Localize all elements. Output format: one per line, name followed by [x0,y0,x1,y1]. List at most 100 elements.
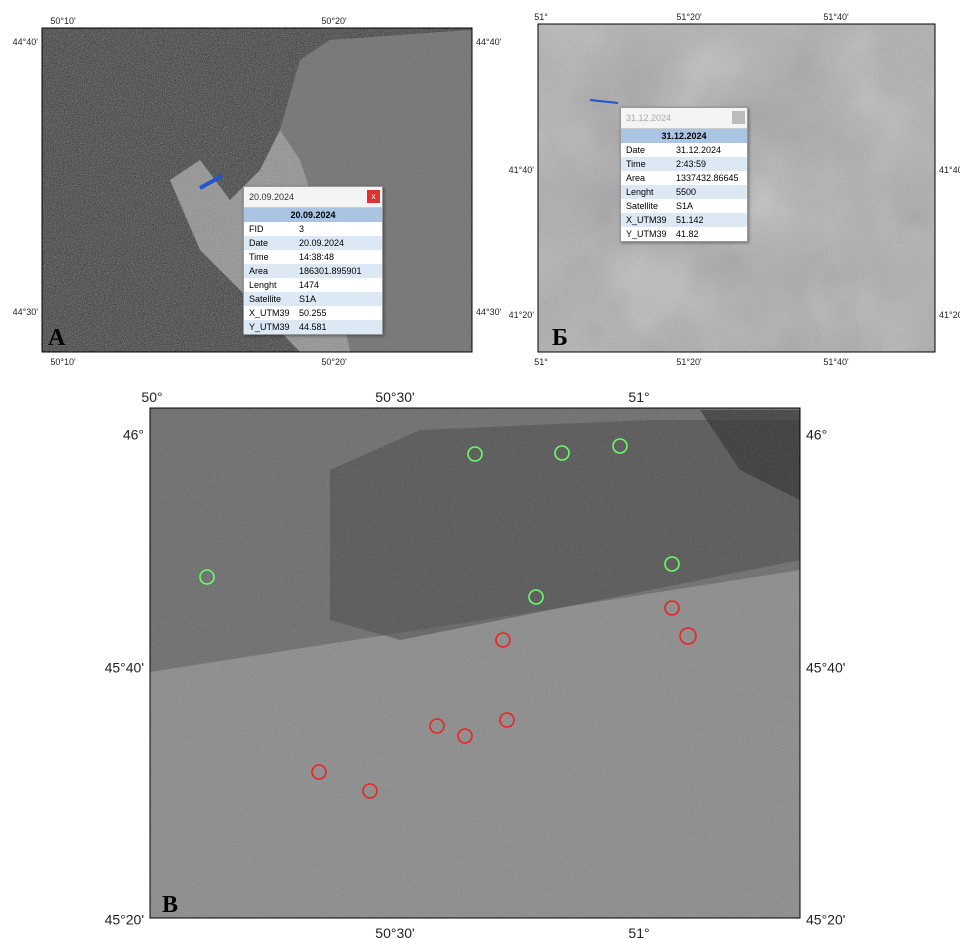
popup-row: Area 1337432.86645 [621,171,747,185]
popup-row: Satellite S1A [621,199,747,213]
field-value: 20.09.2024 [299,238,345,248]
popup-title: 31.12.2024 [621,108,747,129]
popup-row: Lenght 5500 [621,185,747,199]
field-name: X_UTM39 [249,308,290,318]
popup-title-text: 20.09.2024 [249,192,295,202]
marker-green [199,569,215,585]
tick-label: 51° [628,389,649,405]
tick-label: 51° [534,357,548,367]
field-value: 1474 [299,280,320,290]
tick-label: 41°20' [509,310,535,320]
close-button[interactable]: x [367,190,380,203]
tick-label: 50°20' [321,357,347,367]
tick-label: 44°30' [476,307,502,317]
tick-label: 45°40' [806,660,845,676]
tick-label: 51° [628,925,649,939]
field-value: 41.82 [676,229,699,239]
field-name: Date [626,145,646,155]
tick-label: 50°30' [375,925,414,939]
tick-label: 41°20' [939,310,960,320]
tick-label: 50°20' [321,16,347,26]
tick-label: 50° [141,389,162,405]
field-name: Area [249,266,269,276]
popup-row: X_UTM39 50.255 [244,306,382,320]
field-value: 50.255 [299,308,327,318]
marker-red [495,632,511,648]
tick-label: 44°40' [13,37,39,47]
field-name: Y_UTM39 [626,229,667,239]
popup-rows: FID 3 Date 20.09.2024 Time 14:38:48 Area 186301… [244,222,382,334]
field-value: 14:38:48 [299,252,335,262]
field-name: Time [626,159,646,169]
image-c [150,408,800,918]
field-name: Area [626,173,646,183]
tick-label: 51° [534,12,548,22]
popup-title: 20.09.2024 x [244,187,382,208]
popup-row: Y_UTM39 44.581 [244,320,382,334]
tick-label: 41°40' [939,165,960,175]
marker-red [664,600,680,616]
popup-row: Satellite S1A [244,292,382,306]
frame [41,27,473,353]
marker-green [612,438,628,454]
panel-label: А [48,325,66,351]
field-value: 3 [299,224,305,234]
popup-row: Time 14:38:48 [244,250,382,264]
panel-label: В [162,892,178,918]
close-button[interactable] [732,111,745,124]
tick-label: 44°40' [476,37,502,47]
field-name: Lenght [249,280,277,290]
tick-label: 46° [123,427,144,443]
marker-red [679,627,697,645]
tick-label: 51°40' [823,12,849,22]
field-name: Satellite [626,201,659,211]
tick-label: 50°10' [50,16,76,26]
field-value: 31.12.2024 [676,145,722,155]
field-value: 51.142 [676,215,704,225]
tick-label: 50°30' [375,389,414,405]
popup: 20.09.2024 x 20.09.2024 FID 3 Date 20.09.2024 T… [243,186,383,335]
field-value: S1A [299,294,317,304]
marker-green [554,445,570,461]
frame [537,23,936,353]
field-name: Date [249,238,269,248]
tick-label: 45°20' [105,912,144,928]
tick-label: 44°30' [13,307,39,317]
field-name: FID [249,224,264,234]
marker-red [311,764,327,780]
popup-row: X_UTM39 51.142 [621,213,747,227]
popup-header: 31.12.2024 [621,129,747,143]
tick-label: 51°20' [676,357,702,367]
tick-label: 46° [806,427,827,443]
field-value: 186301.895901 [299,266,362,276]
popup-rows: Date 31.12.2024 Time 2:43:59 Area 1337432.866… [621,143,747,241]
popup-row: Lenght 1474 [244,278,382,292]
marker-green [467,446,483,462]
marker-red [457,728,473,744]
tick-label: 50°10' [50,357,76,367]
field-value: 44.581 [299,322,327,332]
marker-green [664,556,680,572]
marker-red [429,718,445,734]
popup-row: Date 31.12.2024 [621,143,747,157]
field-name: Y_UTM39 [249,322,290,332]
tick-label: 41°40' [509,165,535,175]
popup-row: Time 2:43:59 [621,157,747,171]
popup-header: 20.09.2024 [244,208,382,222]
popup-row: FID 3 [244,222,382,236]
tick-label: 51°20' [676,12,702,22]
popup-row: Area 186301.895901 [244,264,382,278]
marker-red [499,712,515,728]
frame [149,407,801,919]
field-name: Lenght [626,187,654,197]
tick-label: 45°40' [105,660,144,676]
tick-label: 51°40' [823,357,849,367]
field-value: 5500 [676,187,697,197]
panel-label: Б [552,325,568,351]
field-name: Satellite [249,294,282,304]
popup: 31.12.2024 31.12.2024 Date 31.12.2024 Time 2:… [620,107,748,242]
field-name: X_UTM39 [626,215,667,225]
field-value: 1337432.86645 [676,173,739,183]
